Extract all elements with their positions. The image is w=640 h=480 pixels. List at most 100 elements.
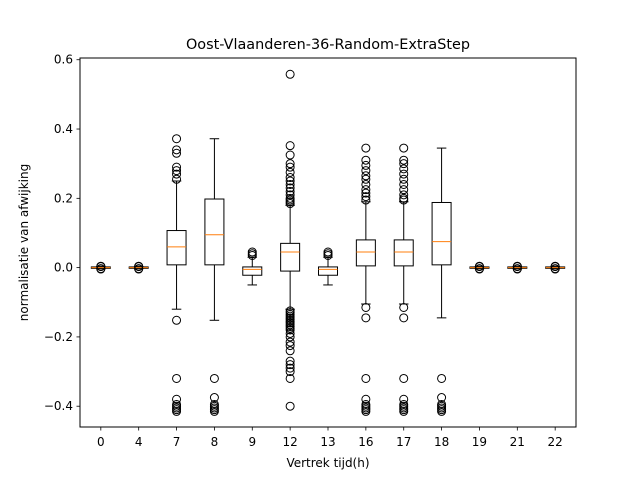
box-group — [90, 261, 111, 274]
y-tick-label: −0.2 — [44, 330, 73, 344]
flier-point — [512, 261, 522, 271]
flier-point — [285, 159, 295, 169]
flier-point — [399, 373, 409, 383]
flier-point — [474, 261, 484, 271]
box-iqr — [242, 266, 263, 276]
flier-point — [172, 406, 182, 416]
boxes-layer — [90, 69, 566, 416]
box-group — [431, 147, 452, 416]
flier-point — [437, 406, 447, 416]
flier-point — [172, 148, 182, 158]
flier-point — [399, 174, 409, 184]
flier-point — [285, 325, 295, 335]
x-tick-label: 8 — [211, 435, 219, 449]
box-iqr — [355, 239, 376, 267]
flier-point — [285, 173, 295, 183]
flier-point — [172, 145, 182, 155]
flier-point — [172, 315, 182, 325]
box-group — [507, 261, 528, 274]
flier-point — [285, 167, 295, 177]
chart-title: Oost-Vlaanderen-36-Random-ExtraStep — [186, 37, 470, 53]
flier-point — [285, 363, 295, 373]
flier-point — [399, 185, 409, 195]
box-group — [128, 261, 149, 274]
box-group — [242, 247, 263, 286]
flier-point — [172, 169, 182, 179]
flier-point — [512, 264, 522, 274]
flier-point — [361, 188, 371, 198]
y-tick-label: 0.0 — [54, 261, 73, 275]
plot-area — [79, 57, 577, 428]
x-tick-label: 17 — [396, 435, 411, 449]
flier-point — [361, 195, 371, 205]
y-tick-label: 0.4 — [54, 122, 73, 136]
flier-point — [285, 69, 295, 79]
flier-point — [399, 179, 409, 189]
x-tick-label: 16 — [358, 435, 373, 449]
y-axis: −0.4 −0.2 0.0 0.2 0.4 0.6 — [44, 53, 80, 413]
box-group — [280, 69, 301, 411]
box-group — [545, 261, 566, 274]
flier-point — [285, 332, 295, 342]
flier-point — [399, 313, 409, 323]
flier-point — [172, 162, 182, 172]
y-tick-label: −0.4 — [44, 399, 73, 413]
flier-point — [399, 302, 409, 312]
flier-point — [285, 356, 295, 366]
box-group — [355, 143, 376, 416]
flier-point — [285, 337, 295, 347]
flier-point — [361, 394, 371, 404]
box-iqr — [431, 201, 452, 266]
x-tick-label: 19 — [472, 435, 487, 449]
box-group — [166, 134, 187, 416]
flier-point — [399, 155, 409, 165]
flier-point — [285, 341, 295, 351]
box-iqr — [280, 242, 301, 272]
flier-point — [474, 264, 484, 274]
flier-point — [285, 346, 295, 356]
flier-point — [437, 393, 447, 403]
flier-point — [209, 373, 219, 383]
flier-point — [361, 313, 371, 323]
flier-point — [437, 373, 447, 383]
flier-point — [285, 141, 295, 151]
flier-point — [96, 264, 106, 274]
flier-point — [361, 143, 371, 153]
box-group — [393, 143, 414, 416]
flier-point — [209, 406, 219, 416]
flier-point — [399, 159, 409, 169]
x-axis: 0 4 7 8 9 12 13 16 17 18 19 21 22 — [97, 427, 563, 449]
flier-point — [285, 176, 295, 186]
flier-point — [550, 264, 560, 274]
x-tick-label: 13 — [320, 435, 335, 449]
x-tick-label: 7 — [173, 435, 181, 449]
x-tick-label: 21 — [510, 435, 525, 449]
x-tick-label: 12 — [282, 435, 297, 449]
flier-point — [134, 261, 144, 271]
flier-point — [323, 247, 333, 257]
box-iqr — [204, 198, 225, 266]
x-tick-label: 0 — [97, 435, 105, 449]
x-axis-label: Vertrek tijd(h) — [286, 456, 369, 470]
flier-point — [285, 186, 295, 196]
flier-point — [285, 193, 295, 203]
flier-point — [399, 143, 409, 153]
flier-point — [285, 162, 295, 172]
box-group — [204, 138, 225, 416]
plot-background — [80, 58, 576, 427]
flier-point — [399, 394, 409, 404]
flier-point — [399, 190, 409, 200]
flier-point — [285, 150, 295, 160]
flier-point — [361, 179, 371, 189]
flier-point — [172, 174, 182, 184]
flier-point — [399, 406, 409, 416]
x-tick-label: 22 — [548, 435, 563, 449]
y-axis-label: normalisatie van afwijking — [17, 164, 31, 321]
flier-point — [361, 171, 371, 181]
flier-point — [361, 373, 371, 383]
flier-point — [399, 169, 409, 179]
box-group — [318, 247, 338, 286]
flier-point — [285, 328, 295, 338]
flier-point — [361, 166, 371, 176]
